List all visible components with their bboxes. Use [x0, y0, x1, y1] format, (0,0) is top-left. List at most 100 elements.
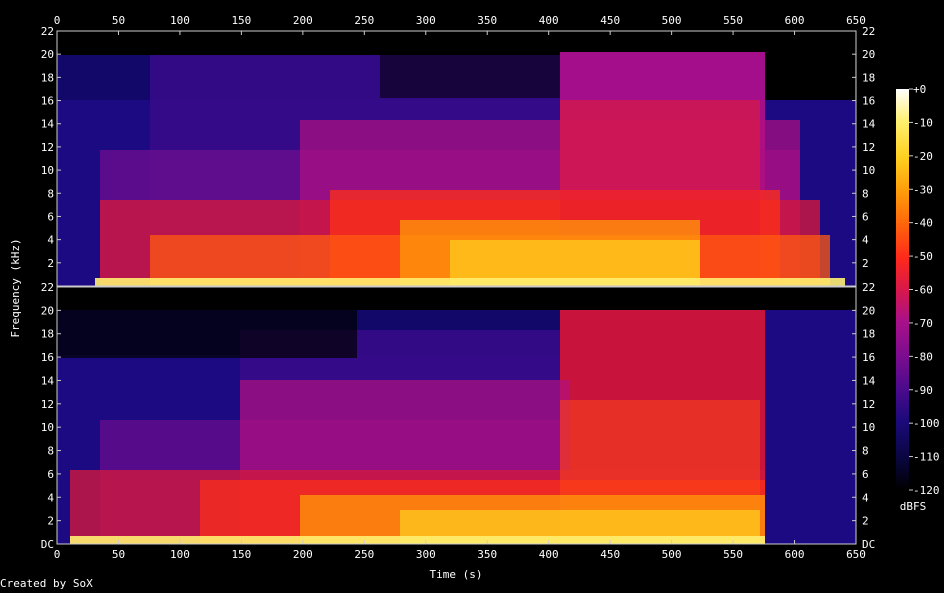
x-tick-label-top: 400 [539, 14, 559, 27]
x-tick-label-top: 250 [354, 14, 374, 27]
x-tick-label-top: 0 [54, 14, 61, 27]
x-tick-label-bottom: 500 [662, 548, 682, 561]
y-tick-label-left: 16 [41, 95, 54, 108]
colorbar [896, 89, 909, 490]
x-tick-label-top: 150 [231, 14, 251, 27]
x-tick-label-top: 450 [600, 14, 620, 27]
colorbar-label: dBFS [900, 500, 927, 513]
colorbar-tick-label: -60 [913, 284, 933, 297]
y-tick-label-right: 22 [862, 25, 875, 38]
y-tick-label-right: 22 [862, 281, 875, 294]
x-tick-label-top: 350 [477, 14, 497, 27]
y-axis-label: Frequency (kHz) [9, 238, 22, 337]
y-tick-label-left: 2 [47, 257, 54, 270]
x-tick-label-top: 600 [785, 14, 805, 27]
y-tick-label-right: 20 [862, 304, 875, 317]
y-tick-label-left: 14 [41, 118, 55, 131]
y-tick-label-left: 22 [41, 25, 54, 38]
x-tick-label-top: 650 [846, 14, 866, 27]
y-tick-label-left: 6 [47, 468, 54, 481]
x-tick-label-bottom: 100 [170, 548, 190, 561]
channel-1-plot [57, 31, 856, 286]
colorbar-tick-label: +0 [913, 83, 926, 96]
colorbar-tick-label: -100 [913, 417, 940, 430]
channel-1-frame [56, 30, 857, 287]
y-tick-label-left: 14 [41, 374, 55, 387]
y-tick-label-left: 18 [41, 71, 54, 84]
y-tick-label-right: 18 [862, 71, 875, 84]
y-tick-label-left: 10 [41, 421, 54, 434]
x-tick-label-top: 550 [723, 14, 743, 27]
y-tick-label-right: 14 [862, 374, 876, 387]
x-tick-label-top: 50 [112, 14, 125, 27]
y-tick-label-left: 6 [47, 210, 54, 223]
colorbar-tick-label: -30 [913, 183, 933, 196]
x-tick-label-bottom: 0 [54, 548, 61, 561]
y-tick-label-left: 10 [41, 164, 54, 177]
y-tick-label-right: 20 [862, 48, 875, 61]
colorbar-tick-label: -110 [913, 451, 940, 464]
colorbar-ticks: +0 -10 -20 -30 -40 -50 -60 -70 -80 -90 -100 -110 -12… [909, 83, 940, 497]
x-tick-label-top: 500 [662, 14, 682, 27]
y-tick-label-left: 22 [41, 281, 54, 294]
colorbar-tick-label: -20 [913, 150, 933, 163]
x-tick-label-bottom: 350 [477, 548, 497, 561]
y-tick-label-right: 6 [862, 468, 869, 481]
y-tick-label-right: 2 [862, 257, 869, 270]
channel-2-plot [57, 288, 856, 544]
x-tick-label-bottom: 550 [723, 548, 743, 561]
channel-2-frame [56, 286, 857, 545]
x-tick-label-bottom: 400 [539, 548, 559, 561]
colorbar-tick-label: -80 [913, 350, 933, 363]
y-tick-label-right: 16 [862, 351, 875, 364]
y-tick-label-right: 4 [862, 491, 869, 504]
x-axis-top: 0 50 100 150 200 250 300 350 400 450 500 550 600 650 [54, 14, 866, 35]
x-tick-label-bottom: 600 [785, 548, 805, 561]
colorbar-tick-label: -50 [913, 250, 933, 263]
colorbar-tick-label: -10 [913, 116, 933, 129]
y-tick-label-right: 10 [862, 164, 875, 177]
y-tick-label-right: 8 [862, 445, 869, 458]
x-tick-label-bottom: 450 [600, 548, 620, 561]
y-tick-label-right: 10 [862, 421, 875, 434]
y-tick-label-left: 8 [47, 187, 54, 200]
y-tick-label-right: 4 [862, 234, 869, 247]
y-tick-label-left: 12 [41, 398, 54, 411]
x-tick-label-bottom: 200 [293, 548, 313, 561]
x-tick-label-bottom: 650 [846, 548, 866, 561]
x-tick-label-top: 100 [170, 14, 190, 27]
x-tick-label-bottom: 250 [354, 548, 374, 561]
y-tick-label-right: 16 [862, 95, 875, 108]
colorbar-tick-label: -70 [913, 317, 933, 330]
colorbar-tick-label: -120 [913, 484, 940, 497]
y-tick-label-dc-right: DC [862, 538, 875, 551]
x-axis-bottom: 0 50 100 150 200 250 300 350 400 450 500 550 600 650 [54, 540, 866, 561]
x-tick-label-bottom: 150 [231, 548, 251, 561]
y-tick-label-left: 8 [47, 445, 54, 458]
y-tick-label-right: 14 [862, 118, 876, 131]
y-tick-label-right: 6 [862, 210, 869, 223]
colorbar-tick-label: -90 [913, 384, 933, 397]
y-tick-label-left: 20 [41, 48, 54, 61]
x-tick-label-top: 200 [293, 14, 313, 27]
y-tick-label-right: 18 [862, 328, 875, 341]
y-tick-label-left: 4 [47, 491, 54, 504]
y-tick-label-right: 2 [862, 515, 869, 528]
colorbar-tick-label: -40 [913, 217, 933, 230]
y-tick-label-right: 12 [862, 398, 875, 411]
x-tick-label-top: 300 [416, 14, 436, 27]
y-tick-label-dc-left: DC [41, 538, 54, 551]
x-axis-label: Time (s) [430, 568, 483, 581]
y-tick-label-left: 16 [41, 351, 54, 364]
y-tick-label-right: 8 [862, 187, 869, 200]
y-tick-label-left: 18 [41, 328, 54, 341]
y-tick-label-right: 12 [862, 141, 875, 154]
credit-text: Created by SoX [0, 577, 93, 590]
y-tick-label-left: 12 [41, 141, 54, 154]
x-tick-label-bottom: 300 [416, 548, 436, 561]
y-tick-label-left: 4 [47, 234, 54, 247]
x-tick-label-bottom: 50 [112, 548, 125, 561]
y-tick-label-left: 2 [47, 515, 54, 528]
